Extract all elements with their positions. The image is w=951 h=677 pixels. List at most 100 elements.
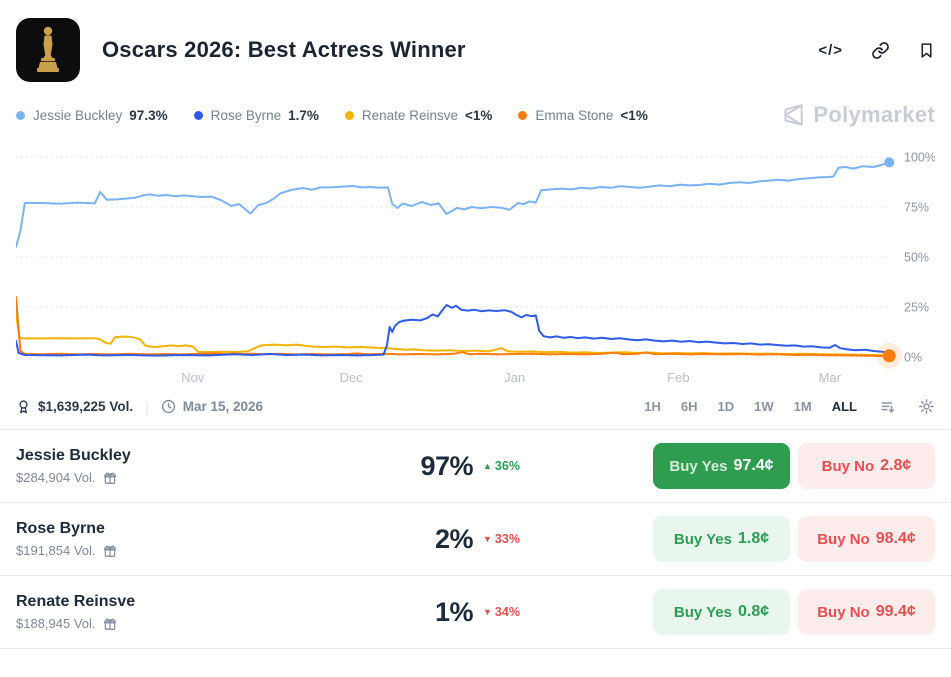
gift-icon[interactable] <box>103 544 117 558</box>
buy-yes-button[interactable]: Buy Yes 97.4¢ <box>653 443 790 489</box>
sort-icon[interactable] <box>879 399 896 415</box>
change-value: 33% <box>494 532 520 546</box>
legend-name: Renate Reinsve <box>361 107 458 123</box>
probability-chart[interactable]: 100% 75% 50% 25% 0% Nov Dec Jan Feb Mar <box>0 132 951 388</box>
embed-icon[interactable]: </> <box>818 41 843 59</box>
buy-yes-label: Buy Yes <box>673 530 732 548</box>
outcome-name: Renate Reinsve <box>16 593 136 610</box>
bookmark-icon[interactable] <box>918 41 935 60</box>
legend-value: <1% <box>620 107 648 123</box>
outcome-volume: $188,945 Vol. <box>16 616 353 631</box>
legend-value: 97.3% <box>129 107 168 123</box>
legend-name: Rose Byrne <box>210 107 282 123</box>
svg-text:Feb: Feb <box>667 370 689 385</box>
svg-text:25%: 25% <box>904 301 929 315</box>
trade-buttons: Buy Yes 0.8¢ Buy No 99.4¢ <box>653 589 935 635</box>
no-price: 2.8¢ <box>880 457 912 474</box>
legend-name: Emma Stone <box>535 107 614 123</box>
arrow-up-icon: ▲ <box>483 461 492 471</box>
timeframe-1d[interactable]: 1D <box>717 399 735 414</box>
chart-legend: Jessie Buckley 97.3% Rose Byrne 1.7% Ren… <box>0 88 951 132</box>
svg-text:Jan: Jan <box>504 370 525 385</box>
outcome-info: Renate Reinsve $188,945 Vol. <box>16 593 353 631</box>
gift-icon[interactable] <box>103 471 117 485</box>
legend-item-jessie-buckley[interactable]: Jessie Buckley 97.3% <box>16 108 168 123</box>
svg-text:0%: 0% <box>904 351 922 365</box>
change-value: 34% <box>494 605 520 619</box>
yes-price: 97.4¢ <box>733 457 774 474</box>
svg-text:50%: 50% <box>904 251 929 265</box>
legend-dot <box>518 110 528 120</box>
outcome-odds: 1% ▼ 34% <box>353 597 653 628</box>
legend-name: Jessie Buckley <box>33 107 123 123</box>
buy-no-label: Buy No <box>817 530 870 548</box>
buy-yes-label: Buy Yes <box>669 457 728 475</box>
buy-no-button[interactable]: Buy No 2.8¢ <box>798 443 935 489</box>
buy-no-button[interactable]: Buy No 98.4¢ <box>798 516 935 562</box>
yes-price: 0.8¢ <box>737 603 770 620</box>
watermark-text: Polymarket <box>813 102 935 127</box>
no-price: 98.4¢ <box>875 530 916 547</box>
outcome-percent: 97% <box>420 450 473 481</box>
legend-dot <box>16 110 25 120</box>
market-date: Mar 15, 2026 <box>161 399 263 414</box>
svg-text:Dec: Dec <box>340 370 364 385</box>
trade-buttons: Buy Yes 97.4¢ Buy No 2.8¢ <box>653 443 935 489</box>
buy-no-button[interactable]: Buy No 99.4¢ <box>798 589 935 635</box>
polymarket-watermark: Polymarket <box>780 102 935 128</box>
market-header: Oscars 2026: Best Actress Winner </> <box>0 0 951 88</box>
timeframe-6h[interactable]: 6H <box>680 399 698 414</box>
svg-text:100%: 100% <box>904 151 935 165</box>
svg-text:Mar: Mar <box>819 370 842 385</box>
timeframe-1h[interactable]: 1H <box>644 399 661 414</box>
svg-text:Nov: Nov <box>181 370 205 385</box>
buy-yes-button[interactable]: Buy Yes 1.8¢ <box>653 516 790 562</box>
trade-buttons: Buy Yes 1.8¢ Buy No 98.4¢ <box>653 516 935 562</box>
outcome-row-renate-reinsve: Renate Reinsve $188,945 Vol. 1% ▼ 34% Bu… <box>0 576 951 649</box>
outcome-name: Rose Byrne <box>16 520 105 537</box>
legend-item-renate-reinsve[interactable]: Renate Reinsve <1% <box>344 107 493 123</box>
outcome-change: ▲ 36% <box>483 459 520 473</box>
buy-no-label: Buy No <box>821 457 875 475</box>
gear-icon[interactable] <box>918 398 935 415</box>
outcome-row-jessie-buckley: Jessie Buckley $284,904 Vol. 97% ▲ 36% B… <box>0 430 951 503</box>
timeframe-1w[interactable]: 1W <box>754 399 774 414</box>
outcome-info: Jessie Buckley $284,904 Vol. <box>16 447 353 485</box>
page-title: Oscars 2026: Best Actress Winner <box>102 37 466 62</box>
link-icon[interactable] <box>871 41 890 60</box>
outcome-volume-text: $284,904 Vol. <box>16 470 96 485</box>
outcome-percent: 1% <box>434 596 474 627</box>
legend-dot <box>193 110 203 120</box>
outcome-info: Rose Byrne $191,854 Vol. <box>16 520 353 558</box>
outcome-change: ▼ 34% <box>483 605 520 619</box>
legend-item-emma-stone[interactable]: Emma Stone <1% <box>518 107 648 123</box>
toolbar-separator: | <box>145 398 149 415</box>
buy-no-label: Buy No <box>817 603 870 621</box>
legend-item-rose-byrne[interactable]: Rose Byrne 1.7% <box>193 107 319 123</box>
timeframe-1m[interactable]: 1M <box>793 399 812 414</box>
outcome-volume: $191,854 Vol. <box>16 543 353 558</box>
clock-icon <box>161 399 175 414</box>
polymarket-logo-icon <box>784 104 804 126</box>
outcome-volume-text: $188,945 Vol. <box>16 616 96 631</box>
header-actions: </> <box>818 41 935 60</box>
arrow-down-icon: ▼ <box>483 534 492 544</box>
market-thumbnail <box>16 18 80 82</box>
buy-yes-button[interactable]: Buy Yes 0.8¢ <box>653 589 790 635</box>
legend-value: <1% <box>464 107 493 123</box>
outcome-percent: 2% <box>434 523 474 554</box>
yes-price: 1.8¢ <box>737 530 770 547</box>
svg-text:75%: 75% <box>904 201 929 215</box>
outcome-odds: 97% ▲ 36% <box>353 451 653 482</box>
buy-yes-label: Buy Yes <box>673 603 732 621</box>
no-price: 99.4¢ <box>875 603 916 620</box>
outcome-name: Jessie Buckley <box>16 447 131 464</box>
outcome-volume: $284,904 Vol. <box>16 470 353 485</box>
chart-toolbar: $1,639,225 Vol. | Mar 15, 2026 1H 6H 1D 1W 1… <box>0 388 951 430</box>
gift-icon[interactable] <box>103 617 117 631</box>
timeframe-all[interactable]: ALL <box>831 399 857 414</box>
timeframe-selector: 1H 6H 1D 1W 1M ALL <box>644 398 935 415</box>
date-text: Mar 15, 2026 <box>182 399 264 414</box>
oscar-statuette-icon <box>37 26 59 72</box>
